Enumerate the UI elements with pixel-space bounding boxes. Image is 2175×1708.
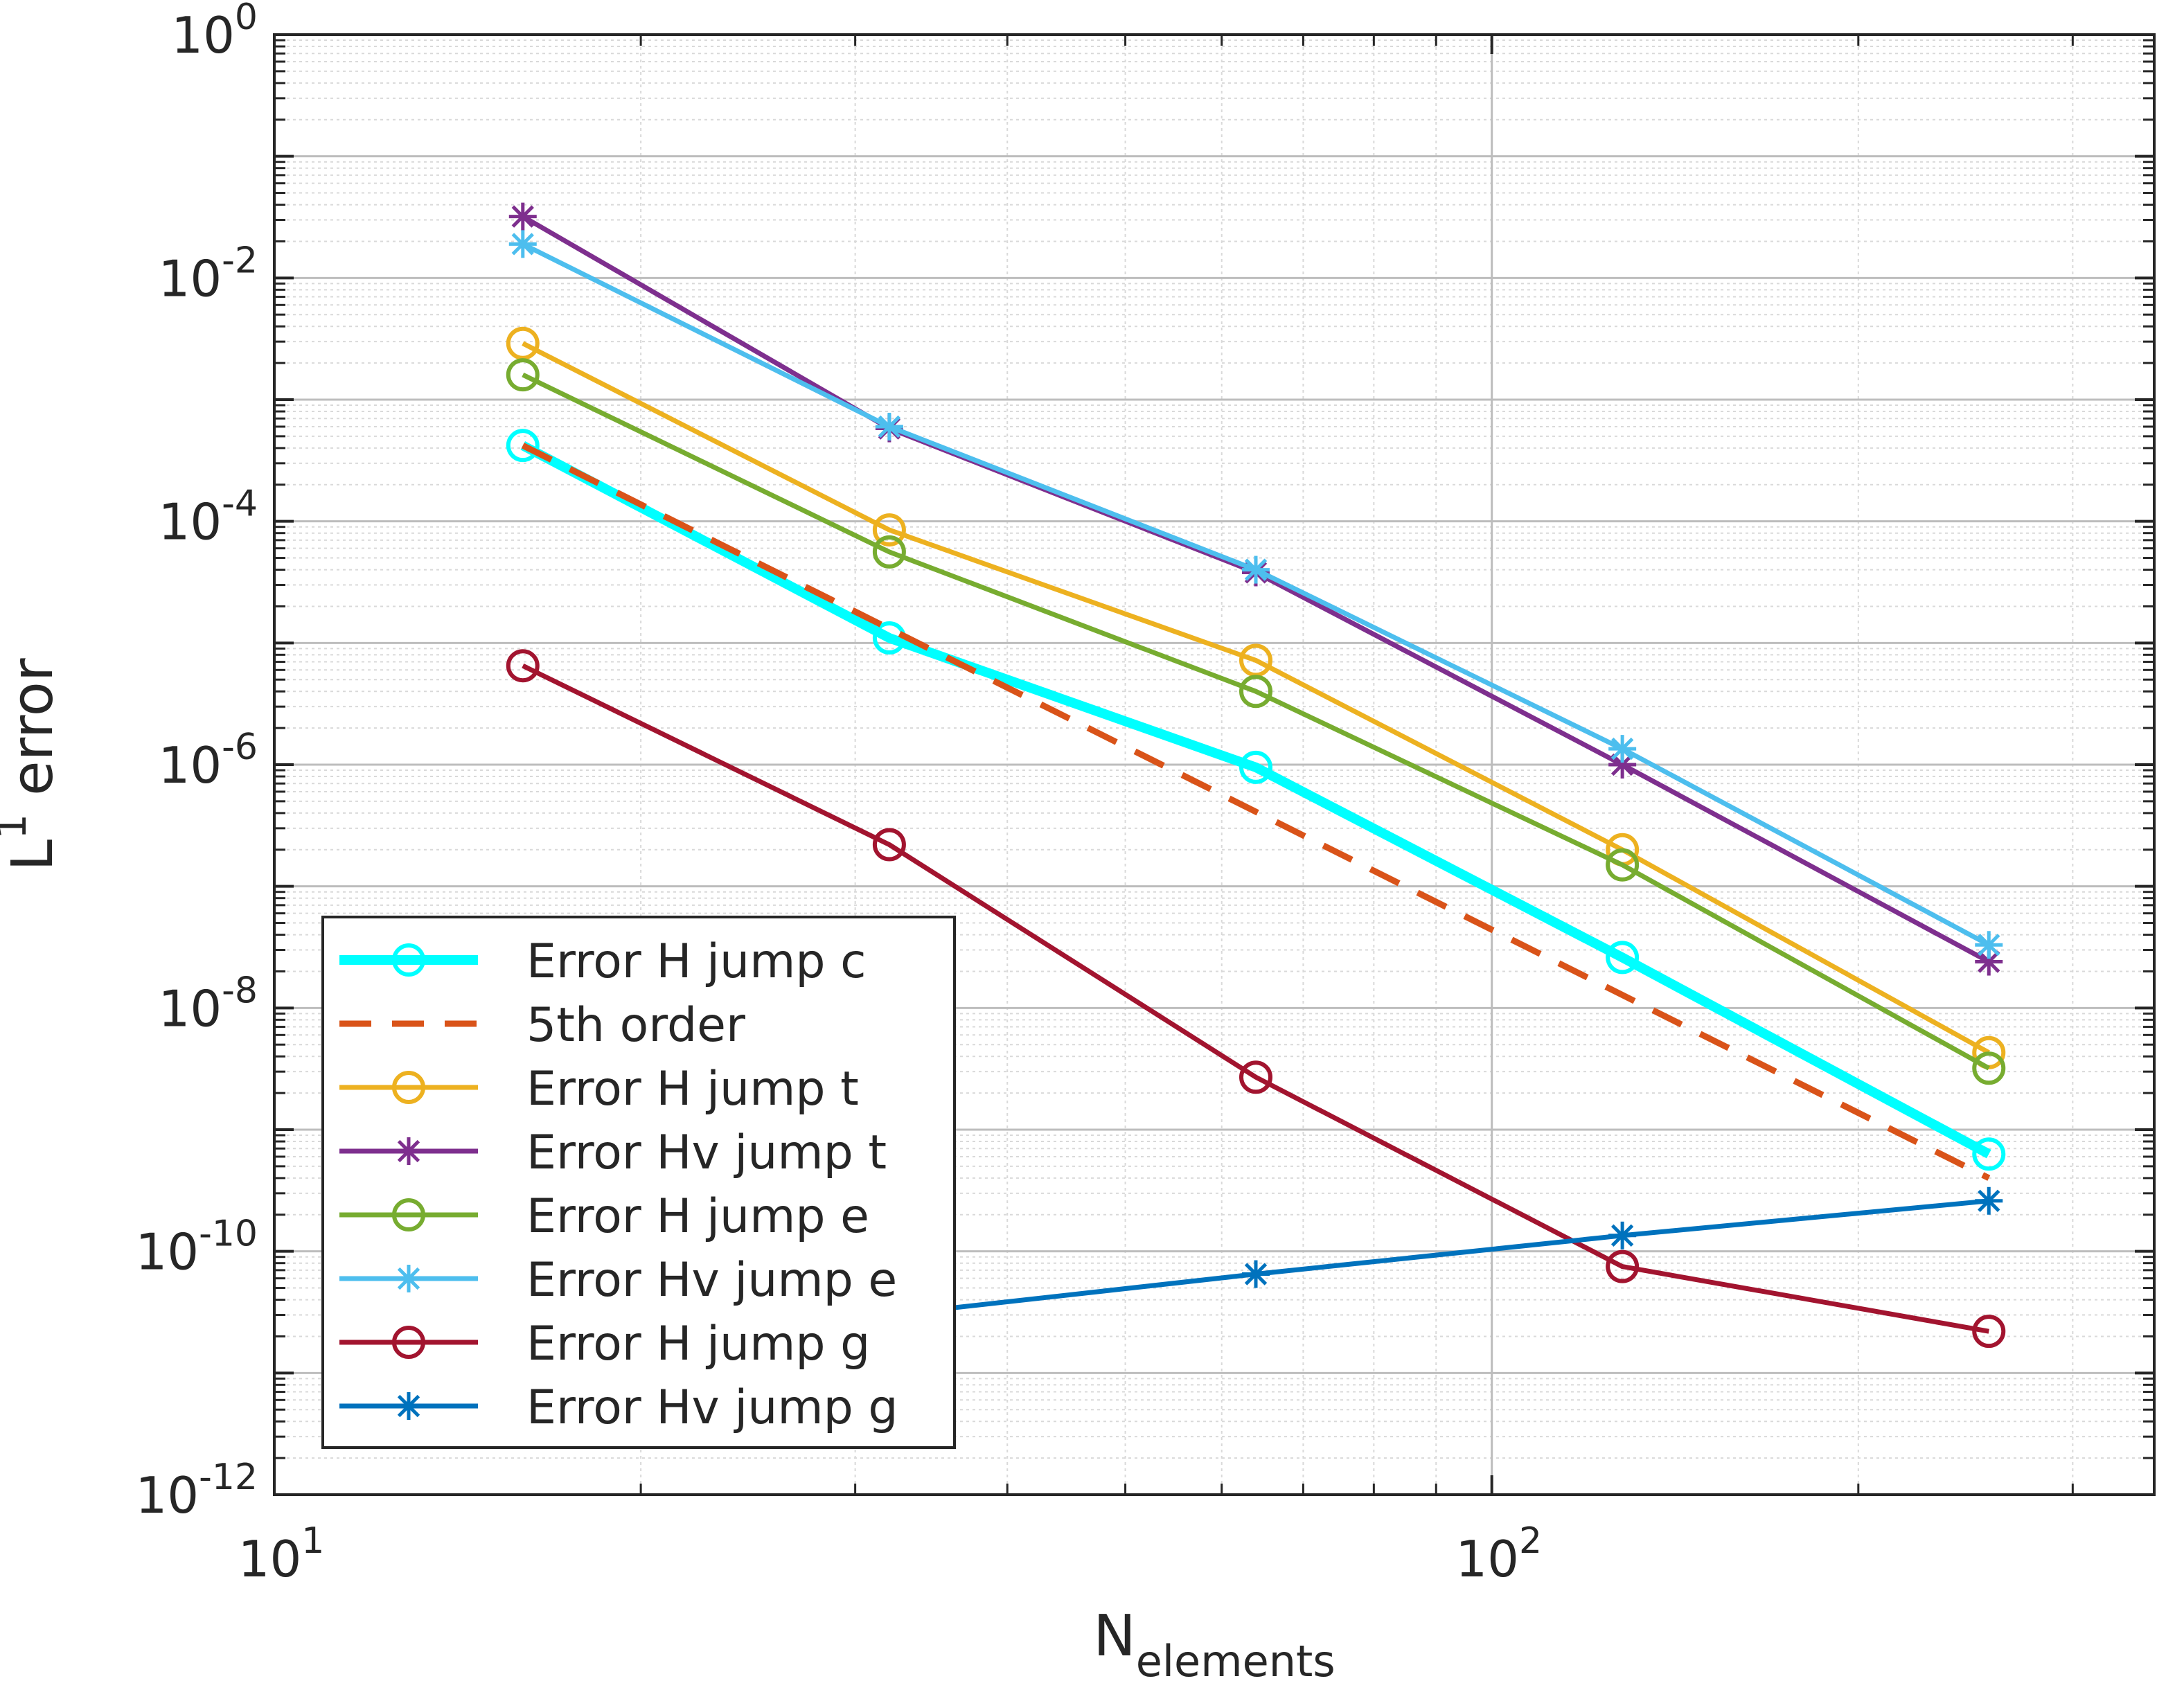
- y-tick-label: 10-12: [135, 1457, 258, 1524]
- y-tick-label: 10-4: [159, 483, 258, 551]
- x-axis-label: Nelements: [1093, 1603, 1335, 1687]
- data-point: [872, 513, 906, 547]
- axis-ticks: [273, 33, 2154, 1496]
- star-stroke: [1244, 1263, 1268, 1286]
- data-point: [1239, 1060, 1273, 1094]
- legend-label: Error H jump t: [526, 1062, 859, 1117]
- legend-label: Error Hv jump g: [526, 1380, 898, 1435]
- legend-label: Error H jump c: [526, 934, 867, 989]
- legend-item: Error Hv jump g: [339, 1380, 898, 1435]
- plot-frame: [273, 33, 2156, 1496]
- legend-marker: [392, 1198, 425, 1231]
- series-error-h-jump-g: [506, 649, 2006, 1349]
- data-point: [1972, 1315, 2006, 1349]
- legend-label: Error Hv jump e: [526, 1253, 897, 1308]
- legend-item: Error H jump c: [339, 934, 867, 989]
- star-stroke: [397, 1394, 420, 1418]
- series-line: [522, 664, 1989, 1334]
- data-point: [1608, 735, 1637, 763]
- data-point: [506, 326, 540, 360]
- series-error-h-jump-c: [506, 429, 2006, 1171]
- legend-marker: [392, 1326, 425, 1359]
- star-stroke: [878, 415, 901, 438]
- legend-item: Error Hv jump t: [339, 1126, 887, 1180]
- legend-label: Error H jump e: [526, 1189, 869, 1244]
- legend-box: [321, 916, 956, 1449]
- data-point: [1972, 1137, 2006, 1171]
- series-line: [522, 341, 1990, 1055]
- y-tick-label: 10-6: [159, 727, 258, 794]
- star-stroke: [511, 233, 534, 256]
- legend-item: Error H jump e: [339, 1189, 869, 1244]
- star-stroke: [511, 205, 534, 228]
- data-point: [1239, 675, 1273, 709]
- legend-marker: [392, 1071, 425, 1104]
- star-stroke: [1978, 950, 2000, 973]
- data-point: [508, 202, 537, 231]
- star-stroke: [1610, 737, 1634, 760]
- series-line: [521, 443, 1991, 1181]
- data-point: [872, 535, 906, 569]
- data-point: [506, 429, 540, 463]
- data-point: [1608, 1221, 1637, 1249]
- legend-marker: [395, 1137, 423, 1165]
- star-stroke: [397, 1267, 420, 1290]
- series-error-hv-jump-e: [508, 230, 2003, 959]
- star-stroke: [1978, 1189, 2000, 1212]
- series-line: [522, 372, 1990, 1071]
- legend-item: Error H jump g: [339, 1317, 870, 1371]
- legend-item: Error H jump t: [339, 1062, 859, 1117]
- y-tick-label: 10-10: [135, 1213, 258, 1281]
- series-5th-order: [521, 443, 1991, 1181]
- star-stroke: [1610, 1224, 1634, 1247]
- data-point: [1975, 1186, 2003, 1215]
- data-point: [1242, 1260, 1270, 1288]
- star-stroke: [397, 1139, 420, 1163]
- data-point: [1972, 1051, 2006, 1085]
- data-point: [1606, 848, 1640, 882]
- data-point: [872, 828, 906, 862]
- legend-item: Error Hv jump e: [339, 1253, 897, 1308]
- data-point: [1239, 750, 1273, 784]
- data-point: [1242, 555, 1270, 584]
- data-point: [1975, 931, 2003, 959]
- star-stroke: [1978, 934, 2000, 957]
- data-point: [1606, 941, 1640, 975]
- star-stroke: [1244, 558, 1268, 581]
- data-point: [875, 412, 903, 441]
- data-point: [508, 230, 537, 258]
- legend-label: 5th order: [526, 998, 745, 1053]
- star-stroke: [1610, 753, 1634, 776]
- x-tick-label: 101: [238, 1520, 325, 1588]
- legend-marker: [395, 1392, 423, 1420]
- y-axis-label: L1 error: [0, 658, 66, 871]
- data-point: [1608, 751, 1637, 779]
- series-line: [520, 441, 1991, 1159]
- legend-item: 5th order: [339, 998, 745, 1053]
- y-tick-label: 100: [171, 0, 258, 64]
- legend-marker: [392, 943, 425, 977]
- data-point: [1606, 1249, 1640, 1283]
- legend-marker: [395, 1265, 423, 1292]
- x-tick-label: 102: [1455, 1520, 1542, 1588]
- y-tick-label: 10-2: [159, 240, 258, 308]
- data-point: [506, 649, 540, 683]
- legend: Error H jump c 5th order Error H jump t Err…: [321, 916, 956, 1449]
- legend-label: Error H jump g: [526, 1317, 870, 1371]
- legend-label: Error Hv jump t: [526, 1126, 887, 1180]
- y-tick-label: 10-8: [159, 970, 258, 1038]
- data-point: [506, 358, 540, 392]
- series-error-h-jump-e: [506, 358, 2006, 1085]
